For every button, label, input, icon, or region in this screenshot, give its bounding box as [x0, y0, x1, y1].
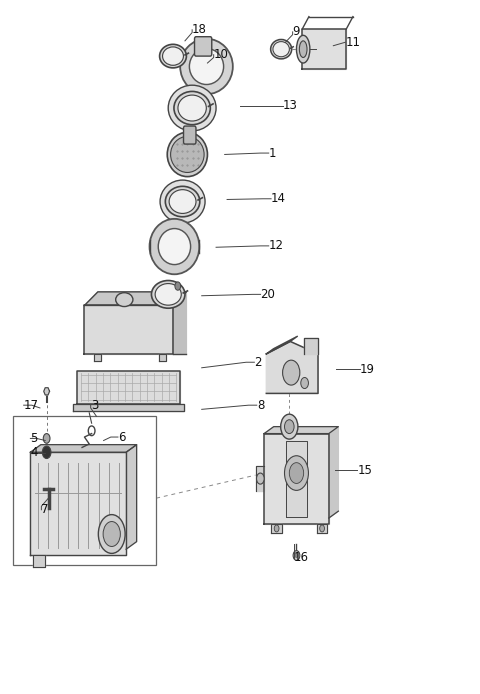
Polygon shape [302, 29, 346, 69]
Ellipse shape [180, 39, 233, 94]
Text: 5: 5 [30, 432, 38, 445]
Ellipse shape [297, 35, 310, 63]
Ellipse shape [159, 44, 186, 68]
Circle shape [283, 360, 300, 385]
Ellipse shape [300, 41, 307, 58]
Polygon shape [264, 427, 338, 434]
Text: 10: 10 [214, 48, 228, 61]
Ellipse shape [160, 180, 205, 223]
FancyBboxPatch shape [183, 126, 196, 144]
Polygon shape [84, 305, 173, 354]
Polygon shape [304, 338, 318, 354]
Ellipse shape [155, 284, 181, 305]
Circle shape [256, 473, 264, 484]
Circle shape [42, 446, 51, 459]
Text: 19: 19 [360, 363, 375, 375]
Text: 12: 12 [269, 239, 284, 253]
Circle shape [281, 414, 298, 439]
Polygon shape [271, 523, 282, 533]
Circle shape [175, 282, 180, 290]
Polygon shape [266, 337, 298, 354]
Text: 3: 3 [91, 398, 98, 412]
Text: 4: 4 [30, 446, 38, 459]
Circle shape [43, 434, 50, 443]
Polygon shape [30, 452, 126, 555]
Ellipse shape [163, 47, 183, 65]
Circle shape [285, 456, 309, 491]
Ellipse shape [158, 228, 191, 264]
Polygon shape [94, 354, 101, 361]
Polygon shape [329, 427, 338, 518]
Bar [12, 416, 156, 565]
Circle shape [274, 525, 279, 532]
Ellipse shape [174, 92, 210, 125]
Ellipse shape [150, 219, 199, 274]
Circle shape [293, 550, 300, 560]
Polygon shape [126, 445, 137, 549]
Text: 6: 6 [118, 430, 125, 443]
Ellipse shape [169, 189, 196, 214]
Ellipse shape [273, 42, 289, 57]
Text: 9: 9 [293, 26, 300, 38]
Polygon shape [158, 354, 166, 361]
Polygon shape [77, 371, 180, 404]
Polygon shape [173, 292, 186, 354]
Text: 16: 16 [294, 551, 309, 564]
Ellipse shape [190, 49, 224, 85]
Text: 20: 20 [261, 288, 276, 301]
Polygon shape [33, 555, 45, 567]
Circle shape [320, 525, 324, 532]
Ellipse shape [116, 293, 133, 307]
Ellipse shape [167, 133, 207, 176]
Circle shape [289, 463, 304, 484]
Text: 7: 7 [41, 503, 49, 516]
Text: 17: 17 [24, 398, 39, 412]
FancyBboxPatch shape [194, 37, 212, 56]
Text: 2: 2 [254, 356, 262, 369]
Text: 1: 1 [269, 146, 276, 160]
Text: 18: 18 [192, 24, 207, 36]
Circle shape [301, 378, 309, 389]
Polygon shape [317, 523, 327, 533]
Polygon shape [286, 441, 307, 517]
Ellipse shape [178, 95, 206, 121]
Text: 15: 15 [357, 464, 372, 477]
Text: 14: 14 [271, 192, 286, 205]
Polygon shape [44, 388, 49, 395]
Ellipse shape [271, 40, 292, 59]
Circle shape [103, 521, 120, 546]
Text: 8: 8 [257, 398, 264, 412]
Circle shape [295, 553, 298, 557]
Text: 13: 13 [283, 99, 298, 112]
Circle shape [98, 515, 125, 553]
Text: 11: 11 [345, 36, 360, 49]
Ellipse shape [165, 186, 200, 217]
Polygon shape [255, 466, 264, 491]
Ellipse shape [168, 85, 216, 131]
Polygon shape [266, 341, 318, 393]
Ellipse shape [170, 137, 204, 173]
Ellipse shape [152, 280, 185, 308]
Polygon shape [30, 445, 137, 452]
Polygon shape [84, 292, 186, 305]
Polygon shape [73, 404, 184, 411]
Polygon shape [264, 434, 329, 523]
Circle shape [285, 420, 294, 434]
